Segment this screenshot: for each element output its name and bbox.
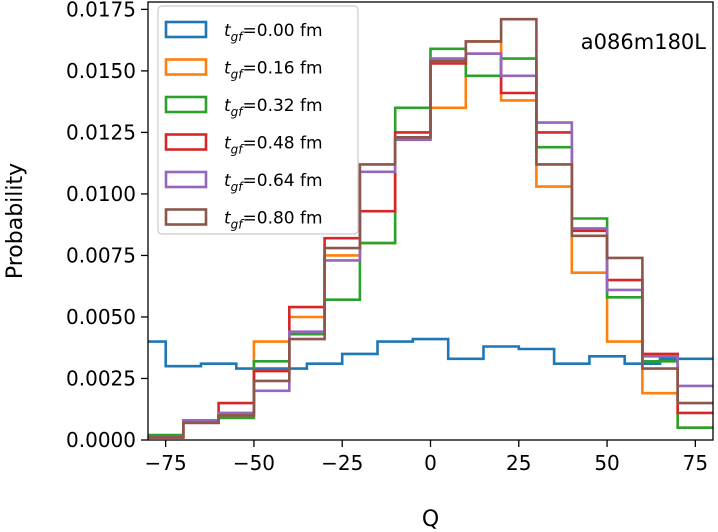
legend-swatch-1: [164, 58, 208, 76]
y-tick-label: 0.0000: [66, 428, 136, 452]
y-tick-label: 0.0075: [66, 243, 136, 267]
y-axis: 0.0000 0.0025 0.0050 0.0075 0.0100 0.0125 0.01…: [66, 0, 148, 452]
x-tick-label: −50: [233, 451, 275, 475]
legend-swatch-0: [164, 20, 208, 39]
legend-swatch-5: [164, 208, 208, 226]
series-line-5: [148, 17, 713, 439]
legend-label-1: tgf=0.16 fm: [224, 59, 323, 82]
legend-label-3: tgf=0.48 fm: [224, 134, 323, 157]
legend-label-5: tgf=0.80 fm: [224, 209, 323, 232]
y-tick-label: 0.0100: [66, 182, 136, 206]
x-tick-label: 75: [683, 451, 708, 475]
series-line-0: [148, 337, 713, 370]
x-tick-label: 25: [506, 451, 531, 475]
legend-swatch-3: [164, 133, 208, 151]
x-tick-label: −75: [145, 451, 187, 475]
x-tick-label: 50: [594, 451, 619, 475]
y-tick-label: 0.0025: [66, 366, 136, 390]
legend-label-0: tgf=0.00 fm: [224, 21, 323, 44]
legend-label-2: tgf=0.32 fm: [224, 96, 323, 119]
y-tick-label: 0.0125: [66, 120, 136, 144]
y-tick-label: 0.0175: [66, 0, 136, 21]
x-axis-title: Q: [422, 507, 439, 532]
series-layer: [148, 17, 713, 439]
x-tick-label: 0: [424, 451, 437, 475]
y-tick-label: 0.0150: [66, 59, 136, 83]
legend-label-4: tgf=0.64 fm: [224, 171, 323, 194]
legend-swatch-4: [164, 170, 208, 189]
chart-annotation: a086m180L: [581, 30, 706, 54]
legend-box: [157, 5, 359, 235]
x-tick-label: −25: [321, 451, 363, 475]
legend: tgf=0.00 fm tgf=0.16 fm tgf=0.32 fm tgf=0.4…: [157, 5, 359, 235]
y-tick-label: 0.0050: [66, 305, 136, 329]
y-axis-title: Probability: [3, 163, 28, 279]
legend-swatch-2: [164, 95, 208, 114]
x-axis: −75 −50 −25 0 25 50 75: [145, 440, 708, 475]
